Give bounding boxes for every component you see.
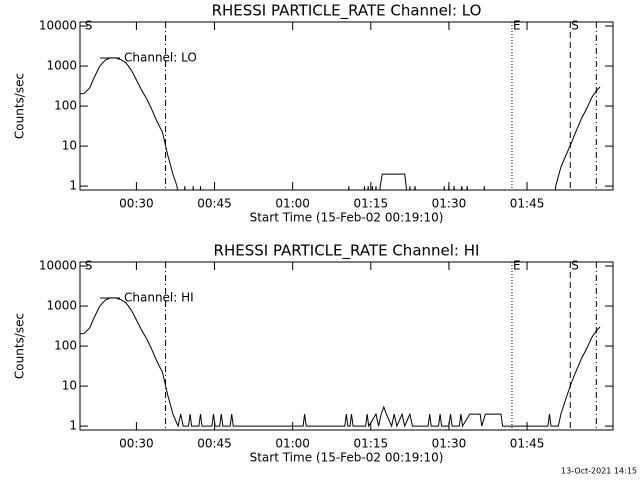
- x-tick-label: 01:15: [354, 437, 389, 451]
- x-axis-label: Start Time (15-Feb-02 00:19:10): [250, 451, 444, 465]
- marker-label: S: [85, 259, 93, 273]
- x-tick-label: 00:45: [197, 197, 232, 211]
- legend-label: Channel: HI: [124, 291, 194, 305]
- panel: RHESSI PARTICLE_RATE Channel: LO 1 10 100 10…: [13, 2, 614, 225]
- x-tick-label: 01:15: [354, 197, 389, 211]
- marker-label: S: [571, 19, 579, 33]
- x-tick-label: 00:30: [119, 437, 154, 451]
- legend-label: Channel: LO: [124, 51, 197, 65]
- x-tick-label: 01:00: [275, 437, 310, 451]
- x-tick-label: 01:45: [510, 437, 545, 451]
- y-tick-label: 10000: [39, 259, 77, 273]
- panel: RHESSI PARTICLE_RATE Channel: HI 1 10 100 10…: [13, 242, 614, 465]
- y-tick-label: 10000: [39, 19, 77, 33]
- y-axis-label: Counts/sec: [13, 313, 27, 379]
- marker-label: S: [85, 19, 93, 33]
- y-tick-label: 100: [54, 99, 77, 113]
- data-line: [80, 297, 601, 428]
- marker-label: S: [571, 259, 579, 273]
- y-tick-label: 1: [69, 419, 77, 433]
- y-tick-label: 10: [62, 139, 77, 153]
- x-axis-label: Start Time (15-Feb-02 00:19:10): [250, 211, 444, 225]
- x-tick-label: 01:45: [510, 197, 545, 211]
- y-tick-label: 100: [54, 339, 77, 353]
- y-tick-label: 1000: [46, 59, 77, 73]
- y-tick-label: 1000: [46, 299, 77, 313]
- data-line: [80, 57, 601, 190]
- y-axis-label: Counts/sec: [13, 73, 27, 139]
- marker-label: E: [513, 259, 521, 273]
- marker-label: E: [513, 19, 521, 33]
- x-tick-label: 00:30: [119, 197, 154, 211]
- y-tick-label: 1: [69, 179, 77, 193]
- x-tick-label: 01:30: [432, 437, 467, 451]
- footer: 13-Oct-2021 14:15: [561, 467, 637, 476]
- x-tick-label: 01:30: [432, 197, 467, 211]
- x-tick-label: 00:45: [197, 437, 232, 451]
- x-tick-label: 01:00: [275, 197, 310, 211]
- y-tick-label: 10: [62, 379, 77, 393]
- chart-title: RHESSI PARTICLE_RATE Channel: LO: [212, 2, 482, 21]
- chart-title: RHESSI PARTICLE_RATE Channel: HI: [214, 242, 480, 261]
